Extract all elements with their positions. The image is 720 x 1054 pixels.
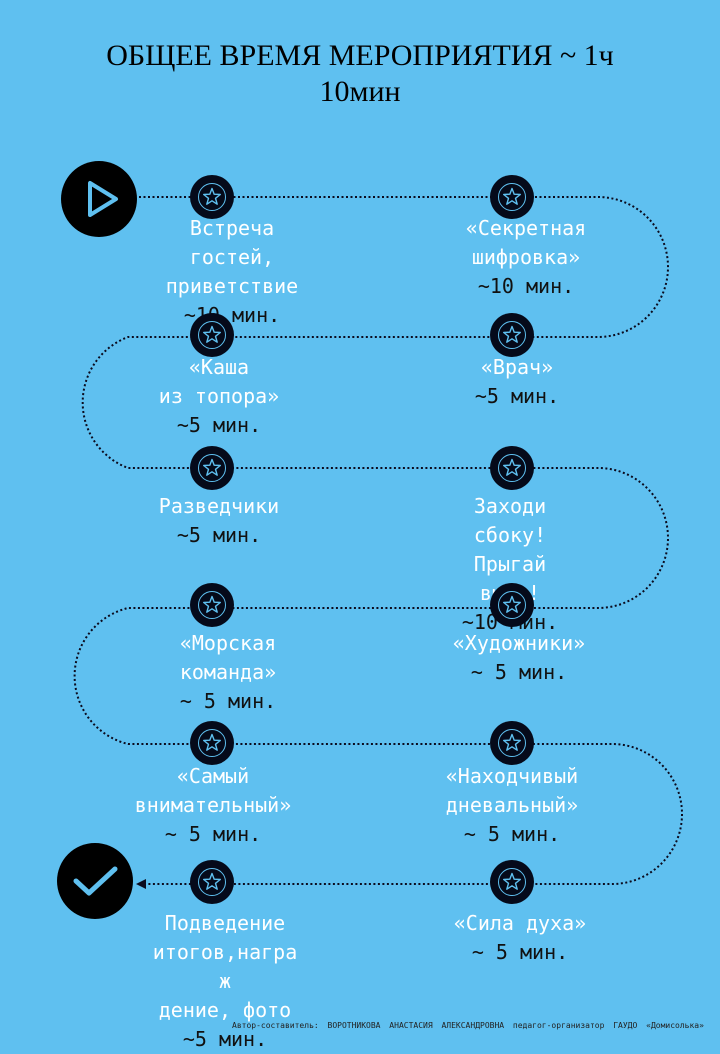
step-star-icon xyxy=(190,313,234,357)
step-label: «Врач» ~5 мин. xyxy=(407,353,627,411)
step-title: «Художники» xyxy=(452,631,586,655)
step-star-icon xyxy=(490,721,534,765)
step-label: «Морская команда» ~ 5 мин. xyxy=(118,629,338,716)
step-label: «Находчивый дневальный» ~ 5 мин. xyxy=(402,762,622,849)
step-star-icon xyxy=(490,860,534,904)
step-duration: ~10 мин. xyxy=(477,274,575,298)
start-play-icon xyxy=(61,161,137,237)
step-star-icon xyxy=(490,175,534,219)
step-duration: ~5 мин. xyxy=(474,384,560,408)
step-star-icon xyxy=(490,313,534,357)
step-star-icon xyxy=(190,860,234,904)
step-duration: ~ 5 мин. xyxy=(179,689,277,713)
title-line-2: 10мин xyxy=(319,75,401,108)
step-star-icon xyxy=(490,446,534,490)
step-title: «Каша из топора» xyxy=(158,355,280,408)
step-title: «Морская команда» xyxy=(179,631,277,684)
step-duration: ~ 5 мин. xyxy=(164,822,262,846)
step-title: «Секретная шифровка» xyxy=(465,216,587,269)
step-star-icon xyxy=(190,175,234,219)
step-title: «Находчивый дневальный» xyxy=(445,764,579,817)
step-duration: ~ 5 мин. xyxy=(470,660,568,684)
step-label: «Сила духа» ~ 5 мин. xyxy=(410,909,630,967)
step-star-icon xyxy=(190,446,234,490)
step-duration: ~5 мин. xyxy=(176,413,262,437)
step-label: Подведение итогов,награ ж дение, фото ~5 … xyxy=(115,909,335,1054)
footer-author: Автор-составитель: ВОРОТНИКОВА АНАСТАСИЯ… xyxy=(232,1021,704,1030)
step-duration: ~ 5 мин. xyxy=(471,940,569,964)
step-star-icon xyxy=(190,583,234,627)
step-title: Встреча гостей, приветствие xyxy=(165,216,299,298)
step-label: Встреча гостей, приветствие ~10 мин. xyxy=(122,214,342,330)
step-star-icon xyxy=(490,583,534,627)
step-duration: ~ 5 мин. xyxy=(463,822,561,846)
step-duration: ~5 мин. xyxy=(176,523,262,547)
step-star-icon xyxy=(190,721,234,765)
step-title: Заходи сбоку! Прыгай выше! xyxy=(473,494,547,605)
step-label: «Секретная шифровка» ~10 мин. xyxy=(416,214,636,301)
step-title: «Самый внимательный» xyxy=(134,764,292,817)
step-label: Разведчики ~5 мин. xyxy=(109,492,329,550)
page-title: ОБЩЕЕ ВРЕМЯ МЕРОПРИЯТИЯ ~ 1ч 10мин xyxy=(0,38,720,110)
step-label: «Самый внимательный» ~ 5 мин. xyxy=(103,762,323,849)
step-title: Подведение итогов,награ ж дение, фото xyxy=(152,911,298,1022)
step-label: «Художники» ~ 5 мин. xyxy=(409,629,629,687)
step-title: «Сила духа» xyxy=(453,911,587,935)
title-line-1: ОБЩЕЕ ВРЕМЯ МЕРОПРИЯТИЯ ~ 1ч xyxy=(106,39,614,72)
step-title: «Врач» xyxy=(480,355,554,379)
step-title: Разведчики xyxy=(158,494,280,518)
step-label: «Каша из топора» ~5 мин. xyxy=(109,353,329,440)
finish-checkmark-icon xyxy=(57,843,133,919)
step-label: Заходи сбоку! Прыгай выше!~10 мин. xyxy=(400,492,620,637)
